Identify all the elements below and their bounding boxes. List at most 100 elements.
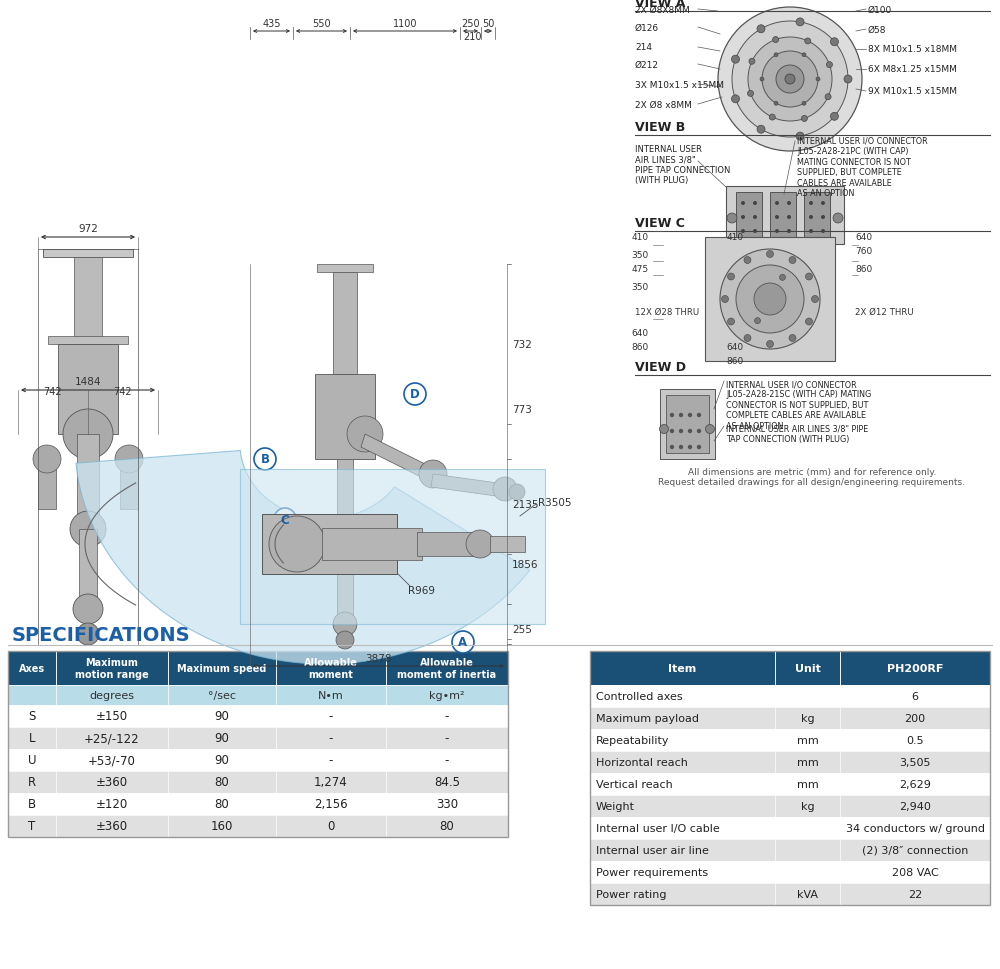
Bar <box>840 707 990 730</box>
Bar <box>804 193 830 238</box>
Text: mm: mm <box>797 735 818 745</box>
Circle shape <box>796 18 804 27</box>
Circle shape <box>697 446 701 450</box>
Circle shape <box>748 38 832 122</box>
Circle shape <box>821 202 825 205</box>
Bar <box>386 771 508 794</box>
Text: 410: 410 <box>726 233 744 241</box>
Circle shape <box>33 446 61 474</box>
Text: INTERNAL USER I/O CONNECTOR
JL05-2A28-21PC (WITH CAP)
MATING CONNECTOR IS NOT
SU: INTERNAL USER I/O CONNECTOR JL05-2A28-21… <box>797 137 928 198</box>
Circle shape <box>755 319 761 325</box>
Text: 330: 330 <box>436 797 458 811</box>
Text: 350: 350 <box>631 250 649 260</box>
Text: 640: 640 <box>631 329 649 338</box>
Text: 80: 80 <box>215 776 229 789</box>
Text: 208 VAC: 208 VAC <box>892 867 938 877</box>
Circle shape <box>816 78 820 82</box>
Bar <box>840 839 990 861</box>
Circle shape <box>801 116 807 122</box>
Text: Unit: Unit <box>795 664 820 673</box>
Bar <box>168 685 276 705</box>
Circle shape <box>404 384 426 406</box>
Bar <box>386 705 508 728</box>
Text: INTERNAL USER
AIR LINES 3/8"
PIPE TAP CONNECTION
(WITH PLUG): INTERNAL USER AIR LINES 3/8" PIPE TAP CO… <box>635 144 730 185</box>
Text: 640: 640 <box>855 233 872 241</box>
Bar <box>8 815 56 837</box>
Text: 1484: 1484 <box>75 377 101 387</box>
Circle shape <box>115 446 143 474</box>
Bar <box>590 861 775 883</box>
Circle shape <box>336 632 354 649</box>
Circle shape <box>77 623 99 645</box>
Circle shape <box>844 76 852 84</box>
Circle shape <box>830 39 838 47</box>
Text: VIEW B: VIEW B <box>635 121 685 134</box>
Bar <box>590 796 775 817</box>
Text: 3,505: 3,505 <box>899 757 931 767</box>
Circle shape <box>780 275 786 281</box>
Text: 2135: 2135 <box>512 499 538 510</box>
Text: 2,156: 2,156 <box>314 797 348 811</box>
Bar <box>8 771 56 794</box>
Circle shape <box>347 417 383 453</box>
Bar <box>775 707 840 730</box>
Circle shape <box>787 202 791 205</box>
Bar <box>56 771 168 794</box>
Text: Controlled axes: Controlled axes <box>596 691 683 702</box>
Text: SPECIFICATIONS: SPECIFICATIONS <box>12 625 191 644</box>
Bar <box>775 861 840 883</box>
Bar <box>726 187 844 245</box>
Circle shape <box>802 53 806 58</box>
Text: ±360: ±360 <box>96 820 128 832</box>
Bar <box>262 515 397 575</box>
Bar <box>840 883 990 905</box>
Text: -: - <box>445 709 449 723</box>
Bar <box>8 685 56 705</box>
Text: Repeatability: Repeatability <box>596 735 670 745</box>
Text: S: S <box>28 709 36 723</box>
Circle shape <box>697 429 701 434</box>
Text: U: U <box>28 754 36 766</box>
Bar <box>168 749 276 771</box>
Text: 0.5: 0.5 <box>906 735 924 745</box>
Text: 80: 80 <box>440 820 454 832</box>
Circle shape <box>767 341 774 348</box>
Text: 90: 90 <box>215 709 229 723</box>
Bar <box>74 258 102 340</box>
Bar <box>58 345 118 434</box>
Text: Weight: Weight <box>596 801 635 811</box>
Circle shape <box>826 63 832 69</box>
Bar <box>56 685 168 705</box>
Text: 210: 210 <box>464 32 482 42</box>
Text: R: R <box>28 776 36 789</box>
Text: Ø212: Ø212 <box>635 60 659 70</box>
Circle shape <box>741 230 745 234</box>
Text: degrees: degrees <box>90 690 134 701</box>
Bar <box>775 883 840 905</box>
Bar <box>56 651 168 685</box>
Text: 90: 90 <box>215 732 229 745</box>
Bar <box>840 651 990 685</box>
Circle shape <box>753 230 757 234</box>
Circle shape <box>753 216 757 220</box>
Bar <box>840 773 990 796</box>
Circle shape <box>760 78 764 82</box>
Text: ±120: ±120 <box>96 797 128 811</box>
Text: 2,629: 2,629 <box>899 779 931 789</box>
Text: Maximum speed: Maximum speed <box>177 664 267 673</box>
Circle shape <box>679 429 683 434</box>
Text: 550: 550 <box>312 19 331 29</box>
Circle shape <box>718 8 862 152</box>
Bar <box>840 730 990 751</box>
Circle shape <box>254 449 276 471</box>
Circle shape <box>670 414 674 418</box>
Text: 255: 255 <box>512 624 532 635</box>
Text: kg•m²: kg•m² <box>429 690 465 701</box>
Circle shape <box>688 414 692 418</box>
Text: kVA: kVA <box>797 890 818 899</box>
Circle shape <box>787 216 791 220</box>
Circle shape <box>805 319 812 326</box>
Circle shape <box>821 230 825 234</box>
Circle shape <box>670 446 674 450</box>
Circle shape <box>731 96 739 104</box>
